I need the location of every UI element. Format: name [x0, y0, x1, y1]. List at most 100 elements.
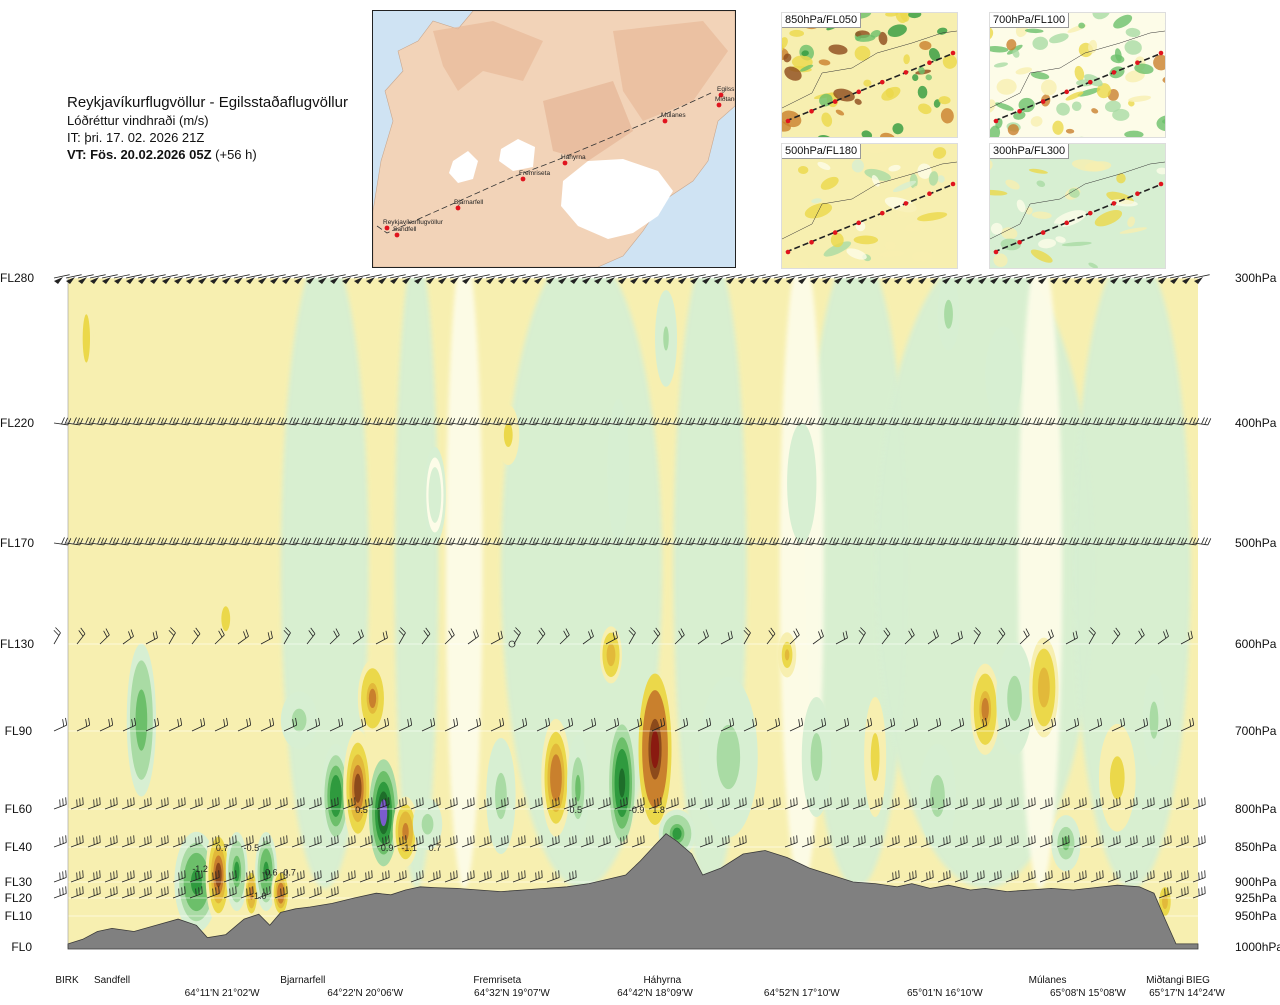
wind-barb-6-58 — [1039, 835, 1053, 848]
wind-barb-0-42 — [557, 274, 574, 279]
contour-0-4 — [137, 700, 146, 740]
wind-barb-1-15 — [233, 417, 252, 426]
wind-barb-5-42 — [767, 797, 781, 810]
waypoint-label-0: BIRK — [55, 975, 79, 986]
wind-barb-6-44 — [801, 835, 815, 848]
inset-waypoint — [927, 60, 932, 66]
wind-barb-2-45 — [593, 537, 612, 546]
wind-barb-6-43 — [784, 835, 798, 848]
wind-barb-6-24 — [461, 835, 475, 848]
barb-pennant-0-54 — [702, 277, 711, 284]
inset-blob — [1074, 65, 1085, 81]
wind-barb-1-92 — [1157, 417, 1176, 426]
wind-barb-5-44 — [801, 797, 815, 810]
wind-barb-5-63 — [1124, 797, 1138, 810]
terrain-shade-central — [543, 81, 633, 161]
inset-waypoint — [785, 118, 791, 124]
wind-barb-0-14 — [221, 274, 238, 279]
wind-barb-6-29 — [546, 835, 560, 848]
wind-barb-3-7 — [214, 628, 225, 645]
wind-barb-3-22 — [559, 628, 570, 645]
wind-barb-0-71 — [905, 274, 922, 279]
wind-barb-1-72 — [917, 417, 936, 426]
inset-blob — [1016, 199, 1026, 213]
wind-barb-2-36 — [485, 537, 504, 546]
wind-barb-5-10 — [223, 797, 237, 810]
wind-barbs — [53, 274, 1212, 899]
wind-barb-1-32 — [437, 417, 456, 426]
barb-pennant-0-76 — [966, 277, 975, 284]
barb-pennant-0-70 — [894, 277, 903, 284]
wind-barb-0-86 — [1085, 274, 1102, 279]
wind-barb-1-44 — [581, 417, 600, 426]
wind-barb-2-79 — [1001, 537, 1020, 546]
wind-barb-2-72 — [917, 537, 936, 546]
barb-pennant-0-2 — [78, 277, 87, 284]
value-label-11: -0.9 — [629, 805, 645, 815]
wind-barb-4-21 — [536, 717, 551, 732]
wind-barb-2-83 — [1049, 537, 1068, 546]
wind-barb-3-36 — [881, 627, 891, 645]
wind-barb-1-40 — [533, 417, 552, 426]
level-map-300: 300hPa/FL300 — [989, 143, 1166, 269]
value-label-9: 0.7 — [429, 843, 442, 853]
wind-barb-7-18 — [359, 870, 373, 883]
inset-blob — [1077, 87, 1101, 97]
barb-pennant-0-37 — [498, 277, 507, 284]
level-label-FL20: FL20 — [4, 891, 32, 905]
wind-barb-6-46 — [835, 835, 849, 848]
wind-barb-0-10 — [173, 274, 190, 279]
barb-pennant-0-71 — [906, 277, 915, 284]
contour-10-4 — [332, 782, 340, 810]
wind-barb-1-9 — [161, 417, 180, 426]
wind-barb-1-62 — [797, 417, 816, 426]
wind-barb-1-37 — [497, 417, 516, 426]
wind-barb-2-57 — [737, 537, 756, 546]
contour-29-4 — [1009, 684, 1020, 713]
wind-barb-4-25 — [628, 717, 643, 732]
wind-barb-4-10 — [283, 717, 298, 732]
inset-blob — [846, 248, 867, 260]
velocity-cell-0 — [126, 643, 157, 797]
wind-barb-4-32 — [789, 717, 804, 732]
wind-barb-7-57 — [1022, 870, 1036, 883]
inset-blob — [933, 99, 941, 108]
valid-time-offset: (+56 h) — [215, 147, 257, 162]
wind-barb-1-51 — [665, 417, 684, 426]
wind-barb-2-27 — [377, 537, 396, 546]
inset-blob — [919, 40, 932, 50]
contour-22-4 — [672, 827, 682, 840]
wind-barb-2-60 — [773, 537, 792, 546]
wind-barb-3-9 — [260, 630, 273, 645]
wind-barb-2-94 — [1181, 537, 1200, 546]
wind-barb-0-34 — [461, 274, 478, 279]
wind-barb-2-35 — [473, 537, 492, 546]
wind-barb-1-4 — [101, 417, 120, 426]
wind-barb-6-22 — [427, 835, 441, 848]
wind-barb-0-52 — [677, 274, 694, 279]
wind-barb-7-2 — [87, 870, 101, 883]
wind-barb-7-59 — [1056, 870, 1070, 883]
wind-barb-0-43 — [569, 274, 586, 279]
level-map-850: 850hPa/FL050 — [781, 12, 958, 138]
wind-barb-5-67 — [1192, 797, 1206, 810]
wind-barb-4-48 — [1157, 717, 1172, 732]
contour-6-4 — [263, 861, 269, 882]
wind-barb-5-2 — [87, 797, 101, 810]
wind-barb-1-42 — [557, 417, 576, 426]
wind-barb-0-3 — [89, 274, 106, 279]
wind-barb-2-70 — [893, 537, 912, 546]
velocity-cell-14 — [412, 798, 443, 850]
wind-barb-3-24 — [605, 630, 618, 645]
inset-blob — [1156, 115, 1165, 132]
wind-barb-2-14 — [221, 537, 240, 546]
wind-barb-0-23 — [329, 274, 346, 279]
wind-barb-3-15 — [398, 627, 406, 645]
value-label-2: -0.5 — [244, 843, 260, 853]
wind-barb-2-2 — [77, 537, 96, 546]
wind-barb-0-77 — [977, 274, 994, 279]
inset-blob — [854, 45, 871, 61]
route-point-label-0: Reykjavíkurflugvöllur — [383, 219, 444, 226]
wind-barb-1-85 — [1073, 417, 1092, 426]
wind-barb-3-33 — [812, 629, 824, 645]
